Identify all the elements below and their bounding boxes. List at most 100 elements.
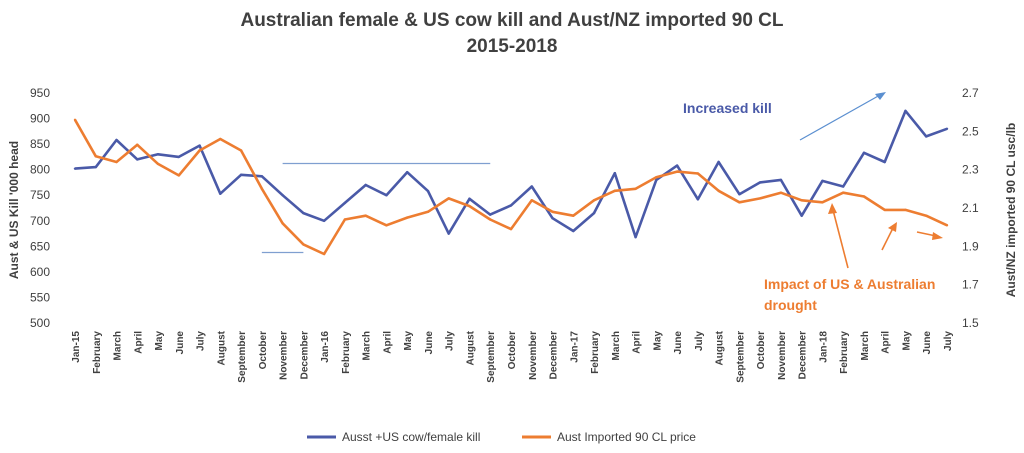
data-point-kill — [136, 158, 139, 161]
chart-subtitle: 2015-2018 — [467, 36, 558, 57]
data-point-kill — [219, 192, 222, 195]
data-point-price — [489, 218, 492, 221]
data-point-kill — [489, 213, 492, 216]
data-point-kill — [634, 235, 637, 239]
data-point-price — [322, 252, 326, 256]
x-tick-label: February — [590, 331, 601, 374]
annotation-drought-text-2: drought — [764, 297, 817, 313]
x-tick-label: March — [611, 331, 622, 360]
data-point-price — [821, 201, 824, 204]
x-tick-label: Jan-15 — [71, 331, 82, 363]
x-tick-label: February — [341, 331, 352, 374]
x-tick-label: Jan-16 — [320, 331, 331, 363]
data-point-price — [73, 118, 77, 122]
x-tick-label: July — [943, 331, 954, 351]
data-point-price — [738, 201, 741, 204]
data-point-kill — [862, 151, 866, 154]
data-point-kill — [94, 165, 97, 169]
x-tick-label: July — [694, 331, 705, 351]
data-point-kill — [904, 109, 907, 113]
x-axis-ticks: Jan-15 February March April May June July Augus… — [71, 330, 954, 382]
data-point-kill — [426, 189, 430, 193]
y2-tick-label: 2.1 — [962, 201, 979, 215]
data-point-kill — [613, 172, 617, 175]
drought-arrow-2 — [881, 227, 894, 251]
data-point-price — [717, 189, 720, 192]
data-point-price — [260, 187, 264, 191]
data-point-price — [136, 143, 139, 146]
annotation-drought: Impact of US & Australian drought — [764, 203, 943, 313]
data-point-kill — [198, 144, 201, 147]
data-point-price — [468, 204, 471, 208]
x-tick-label: December — [798, 331, 809, 379]
x-tick-label: September — [486, 331, 497, 383]
legend: Ausst +US cow/female kill Aust Imported … — [307, 430, 696, 444]
increased-kill-arrow — [799, 94, 881, 141]
y2-axis-ticks: 1.5 1.7 1.9 2.1 2.3 2.5 2.7 — [962, 86, 979, 330]
data-point-price — [758, 197, 762, 200]
data-point-price — [364, 214, 367, 217]
y2-tick-label: 2.7 — [962, 86, 979, 100]
x-tick-label: July — [196, 331, 207, 351]
x-tick-label: April — [382, 331, 393, 354]
data-point-kill — [156, 153, 160, 156]
y-tick-label: 500 — [30, 316, 50, 330]
data-point-kill — [260, 175, 264, 178]
data-point-price — [904, 208, 907, 212]
data-point-price — [94, 155, 97, 158]
data-point-price — [634, 187, 637, 191]
data-point-price — [177, 174, 181, 177]
data-point-price — [551, 210, 554, 214]
y-axis-label: Aust & US Kill '000 head — [7, 141, 21, 279]
data-point-price — [655, 176, 658, 179]
x-tick-label: June — [673, 331, 684, 355]
x-tick-label: May — [901, 331, 912, 351]
data-point-kill — [177, 155, 181, 159]
data-point-price — [219, 137, 222, 141]
data-point-kill — [572, 229, 575, 233]
x-tick-label: July — [445, 331, 456, 351]
data-point-kill — [738, 193, 741, 196]
data-point-price — [115, 160, 118, 164]
y2-axis-label: Aust/NZ imported 90 CL usc/lb — [1004, 123, 1018, 297]
y-axis-ticks: 500 550 600 650 700 750 800 850 900 950 — [30, 86, 50, 330]
data-point-kill — [468, 197, 471, 200]
data-point-kill — [322, 219, 326, 222]
x-tick-label: September — [735, 331, 746, 383]
x-tick-label: June — [424, 331, 435, 355]
data-point-price — [426, 210, 430, 214]
y-tick-label: 900 — [30, 112, 50, 126]
series-line-price — [73, 119, 948, 256]
x-tick-label: August — [465, 330, 476, 365]
y-tick-label: 950 — [30, 86, 50, 100]
data-point-price — [530, 199, 533, 202]
x-tick-label: February — [839, 331, 850, 374]
data-point-price — [198, 149, 201, 152]
x-tick-label: November — [528, 331, 539, 380]
x-tick-label: June — [175, 331, 186, 355]
data-point-kill — [655, 178, 658, 182]
data-point-kill — [551, 217, 554, 220]
data-point-kill — [115, 138, 118, 142]
data-point-price — [447, 197, 450, 200]
data-point-kill — [675, 164, 679, 167]
annotation-increased-kill-text: Increased kill — [683, 100, 772, 116]
x-tick-label: March — [362, 331, 373, 360]
y-tick-label: 800 — [30, 163, 50, 177]
data-point-price — [156, 162, 160, 166]
y-tick-label: 550 — [30, 290, 50, 304]
x-tick-label: August — [216, 330, 227, 365]
data-point-price — [239, 149, 243, 152]
series-lines — [73, 109, 949, 256]
y2-tick-label: 2.3 — [962, 163, 979, 177]
data-point-kill — [343, 201, 347, 205]
drought-arrowhead-2 — [888, 222, 897, 232]
data-point-kill — [447, 232, 450, 235]
data-point-kill — [364, 183, 367, 187]
data-point-price — [862, 195, 866, 198]
data-point-kill — [925, 135, 928, 138]
chart-title: Australian female & US cow kill and Aust… — [240, 10, 783, 31]
annotation-drought-text-1: Impact of US & Australian — [764, 276, 935, 292]
x-tick-label: May — [652, 331, 663, 351]
